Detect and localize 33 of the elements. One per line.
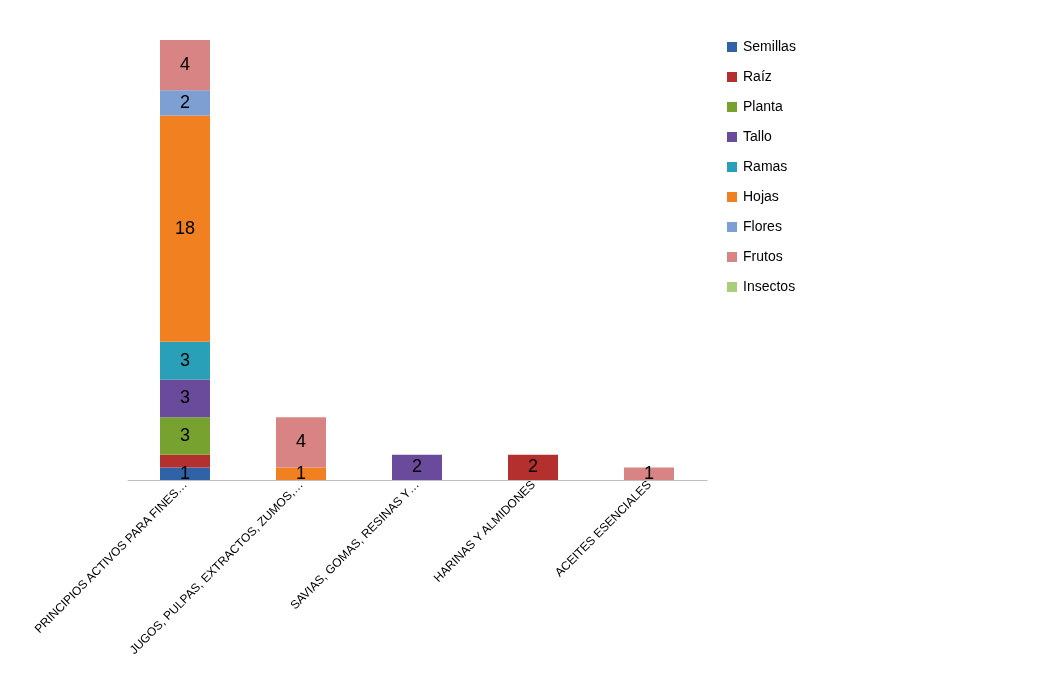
bar — [160, 90, 210, 116]
data-label: 3 — [179, 387, 191, 408]
bar — [160, 417, 210, 455]
data-label: 4 — [295, 431, 307, 452]
legend-label: Planta — [743, 98, 783, 114]
data-label: 3 — [179, 425, 191, 445]
legend-label: Hojas — [743, 188, 779, 204]
legend-label: Ramas — [743, 158, 788, 174]
legend-label: Tallo — [743, 128, 773, 144]
legend-label: Flores — [743, 218, 782, 234]
data-label: 2 — [527, 456, 539, 477]
legend-label: Semillas — [743, 38, 796, 54]
bar — [160, 379, 210, 418]
bar — [276, 417, 326, 468]
legend-label: Frutos — [743, 248, 783, 264]
data-label: 2 — [411, 456, 423, 477]
data-label: 4 — [179, 54, 191, 75]
data-label: 3 — [179, 349, 191, 370]
bar — [160, 467, 210, 480]
bar — [160, 115, 210, 342]
legend-label: Raíz — [743, 68, 772, 84]
bar — [160, 454, 210, 468]
data-label: 18 — [174, 217, 196, 238]
bar — [392, 454, 442, 480]
data-label: 2 — [179, 91, 191, 112]
bar — [276, 467, 326, 480]
bar — [160, 341, 210, 380]
bar — [160, 40, 210, 91]
bar — [624, 467, 674, 480]
legend-label: Insectos — [743, 278, 796, 294]
bar — [508, 454, 558, 480]
data-label: 1 — [295, 462, 307, 483]
data-label: 1 — [179, 462, 191, 483]
